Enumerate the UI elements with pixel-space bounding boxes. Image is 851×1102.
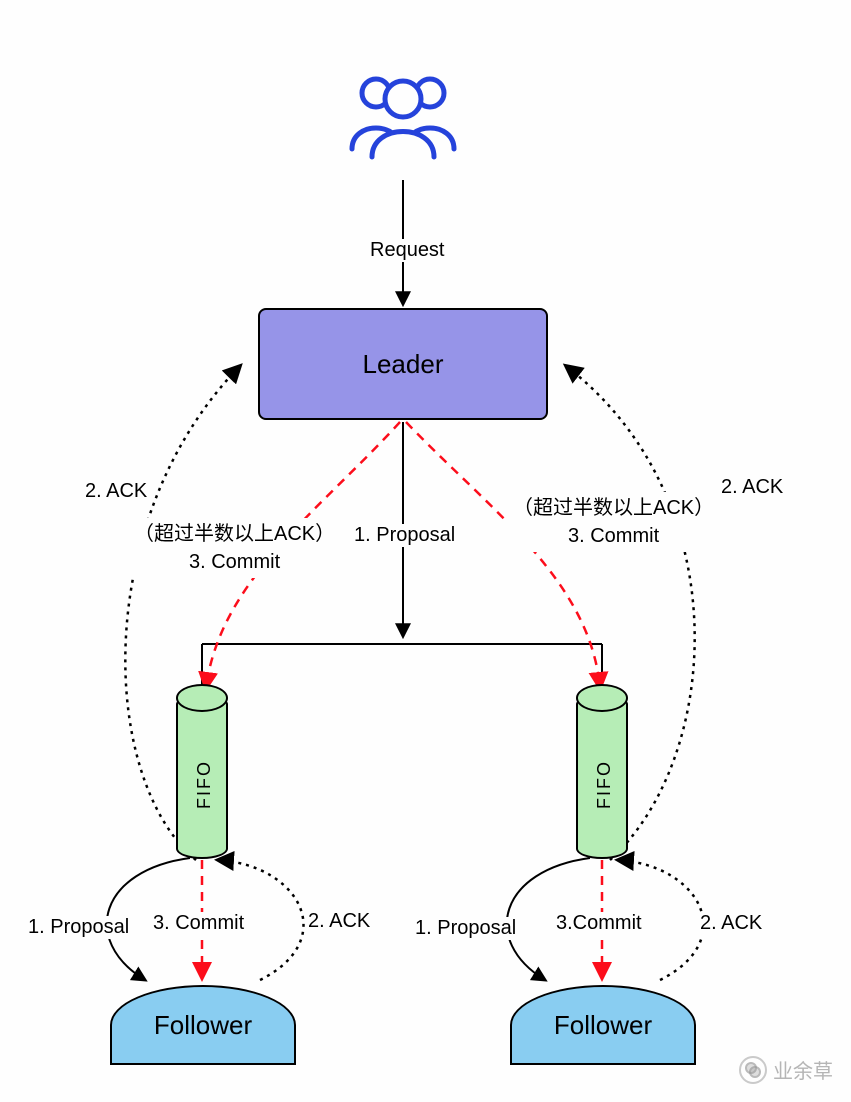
leader-label: Leader	[363, 349, 444, 380]
fifo-right-cap	[576, 684, 628, 712]
label-bl-proposal: 1. Proposal	[28, 916, 129, 939]
follower-left-label: Follower	[154, 1010, 252, 1041]
users-icon	[338, 63, 468, 163]
label-commit-box-left-l1: （超过半数以上ACK）	[134, 520, 335, 548]
wechat-icon	[739, 1056, 767, 1084]
label-commit-box-right-l1: （超过半数以上ACK）	[513, 494, 714, 522]
label-bl-ack: 2. ACK	[308, 910, 370, 933]
label-request: Request	[370, 239, 445, 262]
watermark-text: 业余草	[773, 1055, 833, 1084]
fifo-left-cap	[176, 684, 228, 712]
fifo-left-label: FIFO	[194, 760, 215, 809]
follower-right-label: Follower	[554, 1010, 652, 1041]
label-commit-box-left-l2: 3. Commit	[134, 548, 335, 576]
label-proposal-center: 1. Proposal	[354, 524, 455, 547]
label-br-ack: 2. ACK	[700, 912, 762, 935]
label-commit-box-right-l2: 3. Commit	[513, 522, 714, 550]
fifo-right-label: FIFO	[594, 760, 615, 809]
label-ack-left: 2. ACK	[85, 480, 147, 503]
label-ack-right: 2. ACK	[721, 476, 783, 499]
follower-right: Follower	[510, 985, 696, 1065]
label-br-commit: 3.Commit	[556, 912, 642, 935]
follower-left: Follower	[110, 985, 296, 1065]
label-br-proposal: 1. Proposal	[415, 917, 516, 940]
label-bl-commit: 3. Commit	[153, 912, 244, 935]
edge-commit-right	[406, 422, 600, 688]
diagram-root: Leader FIFO FIFO Follower Follower Reque…	[0, 0, 851, 1102]
label-commit-box-right: （超过半数以上ACK） 3. Commit	[507, 492, 720, 552]
label-commit-box-left: （超过半数以上ACK） 3. Commit	[128, 518, 341, 578]
watermark: 业余草	[739, 1055, 833, 1084]
leader-node: Leader	[258, 308, 548, 420]
